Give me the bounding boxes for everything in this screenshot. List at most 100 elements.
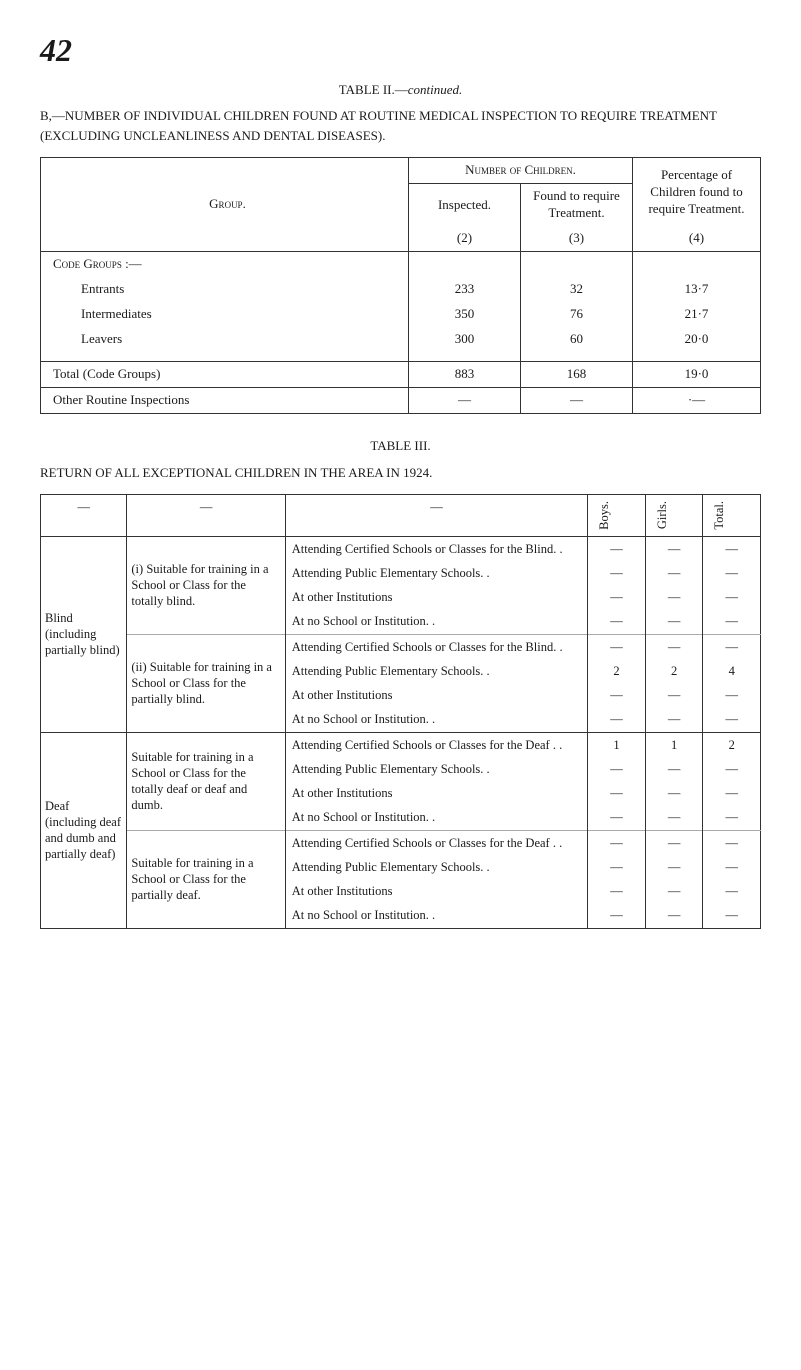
t2-bi-v01: — (645, 536, 703, 561)
t2-bii-v20: — (588, 683, 646, 707)
t2-hdr-dash1: — (41, 494, 127, 536)
t2-bi-v22: — (703, 585, 761, 609)
t2-bi-v00: — (588, 536, 646, 561)
t2-hdr-girls: Girls. (652, 499, 672, 531)
t2-d1-v22: — (703, 781, 761, 805)
t2-d2-l3: At no School or Institution. . (285, 903, 587, 928)
t2-d1-v10: — (588, 757, 646, 781)
page-number: 42 (40, 30, 761, 72)
t2-bi-v10: — (588, 561, 646, 585)
t1-row-intermediates-label: Intermediates (41, 302, 409, 327)
t1-header-number-children: Number of Children. (465, 162, 576, 179)
t2-sub-i: (i) Suitable for training in a School or… (127, 536, 285, 634)
t2-bii-v02: — (703, 634, 761, 659)
t1-row-leavers-found: 60 (521, 327, 633, 352)
t2-d2-v31: — (645, 903, 703, 928)
t1-header-found: Found to require Treatment. (533, 188, 620, 220)
t2-bii-v10: 2 (588, 659, 646, 683)
t2-d1-v31: — (645, 805, 703, 830)
t2-d2-v01: — (645, 830, 703, 855)
t2-bii-v30: — (588, 707, 646, 732)
t2-hdr-dash3: — (285, 494, 587, 536)
t2-sub-ii: (ii) Suitable for training in a School o… (127, 634, 285, 732)
t2-bii-v12: 4 (703, 659, 761, 683)
table2-label-text: TABLE II.— (339, 82, 408, 97)
t1-row-intermediates-pct: 21·7 (633, 302, 761, 327)
t2-bi-l0: Attending Certified Schools or Classes f… (285, 536, 587, 561)
t1-row-leavers-pct: 20·0 (633, 327, 761, 352)
t1-other-found: — (521, 388, 633, 414)
t2-d1-v32: — (703, 805, 761, 830)
t2-bi-v21: — (645, 585, 703, 609)
t1-total-pct: 19·0 (633, 362, 761, 388)
t2-cat-deaf: Deaf (including deaf and dumb and partia… (41, 732, 127, 928)
t2-bi-v20: — (588, 585, 646, 609)
t1-total-found: 168 (521, 362, 633, 388)
t2-d2-v20: — (588, 879, 646, 903)
t2-bii-v21: — (645, 683, 703, 707)
t2-d2-l2: At other Institutions (285, 879, 587, 903)
t2-bii-l3: At no School or Institution. . (285, 707, 587, 732)
t2-bii-v00: — (588, 634, 646, 659)
t2-d1-l1: Attending Public Elementary Schools. . (285, 757, 587, 781)
t2-bii-l2: At other Institutions (285, 683, 587, 707)
t1-row-intermediates-found: 76 (521, 302, 633, 327)
t1-other-label: Other Routine Inspections (41, 388, 409, 414)
t2-hdr-dash2: — (127, 494, 285, 536)
t2-d1-l3: At no School or Institution. . (285, 805, 587, 830)
t2-bi-v31: — (645, 609, 703, 634)
t2-d2-v10: — (588, 855, 646, 879)
t1-header-inspected: Inspected. (438, 197, 491, 212)
t2-d2-l1: Attending Public Elementary Schools. . (285, 855, 587, 879)
table-3: — — — Boys. Girls. Total. Blind (includi… (40, 494, 761, 929)
t2-sub-deaf2: Suitable for training in a School or Cla… (127, 830, 285, 928)
t1-row-intermediates-insp: 350 (409, 302, 521, 327)
t1-colnum-2: (2) (409, 226, 521, 251)
table2-label: TABLE II.—continued. (40, 82, 761, 99)
t2-d2-v02: — (703, 830, 761, 855)
t2-d2-v12: — (703, 855, 761, 879)
t2-bi-v02: — (703, 536, 761, 561)
t2-bi-l2: At other Institutions (285, 585, 587, 609)
t2-bii-v11: 2 (645, 659, 703, 683)
t2-d1-v02: 2 (703, 732, 761, 757)
t1-row-leavers-label: Leavers (41, 327, 409, 352)
t2-bii-v31: — (645, 707, 703, 732)
t2-hdr-total: Total. (709, 499, 729, 532)
t2-d1-v11: — (645, 757, 703, 781)
t2-d1-l2: At other Institutions (285, 781, 587, 805)
section-b-heading: B,—NUMBER OF INDIVIDUAL CHILDREN FOUND A… (40, 106, 761, 145)
t1-other-pct: ·— (633, 388, 761, 414)
t1-other-insp: — (409, 388, 521, 414)
table2-continued: continued. (408, 82, 463, 97)
t2-d2-v30: — (588, 903, 646, 928)
t1-colnum-4: (4) (633, 226, 761, 251)
t2-d2-v22: — (703, 879, 761, 903)
t1-total-insp: 883 (409, 362, 521, 388)
t2-d1-v30: — (588, 805, 646, 830)
t2-d1-v20: — (588, 781, 646, 805)
t2-cat-blind: Blind (including partially blind) (41, 536, 127, 732)
t1-total-label: Total (Code Groups) (41, 362, 409, 388)
t2-bi-l1: Attending Public Elementary Schools. . (285, 561, 587, 585)
t2-bi-v32: — (703, 609, 761, 634)
t2-bi-v11: — (645, 561, 703, 585)
t2-bii-v22: — (703, 683, 761, 707)
t2-d1-v12: — (703, 757, 761, 781)
t2-d1-v21: — (645, 781, 703, 805)
t2-d1-v01: 1 (645, 732, 703, 757)
t2-d2-v32: — (703, 903, 761, 928)
t1-header-pct: Percentage of Children found to require … (648, 167, 744, 216)
t1-code-groups-label: Code Groups :— (41, 252, 409, 277)
t1-row-leavers-insp: 300 (409, 327, 521, 352)
t2-bii-l1: Attending Public Elementary Schools. . (285, 659, 587, 683)
t2-d2-v21: — (645, 879, 703, 903)
t1-colnum-3: (3) (521, 226, 633, 251)
t2-d1-v00: 1 (588, 732, 646, 757)
t1-header-group: Group. (209, 196, 246, 211)
t2-d2-v00: — (588, 830, 646, 855)
t2-bii-l0: Attending Certified Schools or Classes f… (285, 634, 587, 659)
t2-hdr-boys: Boys. (594, 499, 614, 532)
t2-sub-deaf1: Suitable for training in a School or Cla… (127, 732, 285, 830)
t1-row-entrants-insp: 233 (409, 277, 521, 302)
